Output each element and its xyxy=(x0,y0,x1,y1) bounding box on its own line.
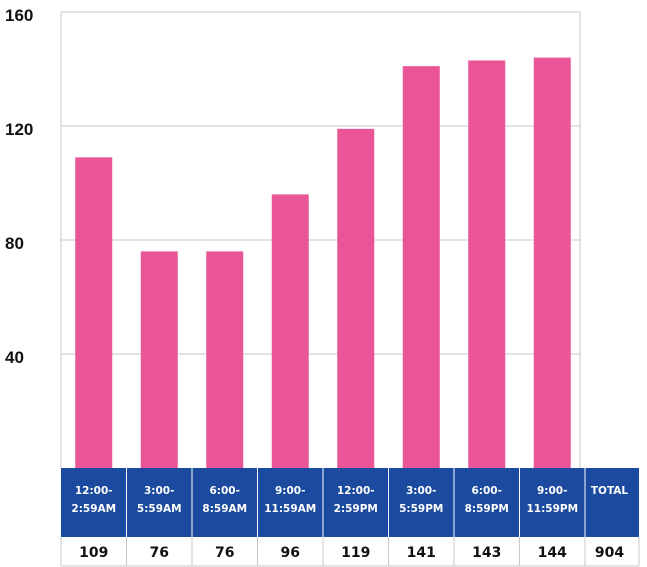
data-value-label: 144 xyxy=(538,545,567,561)
bar xyxy=(468,60,506,468)
x-category-label: 9:00- xyxy=(537,485,567,497)
total-header-label: TOTAL xyxy=(591,485,629,497)
data-value-label: 109 xyxy=(79,545,108,561)
total-value-label: 904 xyxy=(595,545,624,561)
header-band xyxy=(61,468,639,537)
bar xyxy=(271,194,309,468)
data-value-label: 96 xyxy=(281,545,300,561)
data-value-label: 143 xyxy=(472,545,501,561)
y-axis: 40 80 120 160 xyxy=(5,6,33,367)
x-category-label: 12:00- xyxy=(75,485,113,497)
bar xyxy=(337,128,375,468)
x-category-label: 9:00- xyxy=(275,485,305,497)
data-value-label: 141 xyxy=(407,545,436,561)
y-tick-label: 120 xyxy=(5,120,33,139)
x-category-label: 2:59PM xyxy=(334,503,378,515)
y-tick-label: 40 xyxy=(5,348,24,367)
x-category-label: 2:59AM xyxy=(71,503,116,515)
bar xyxy=(140,251,178,468)
bars xyxy=(75,57,571,469)
data-value-label: 76 xyxy=(215,545,234,561)
x-category-label: 5:59PM xyxy=(399,503,443,515)
x-category-label: 11:59AM xyxy=(264,503,316,515)
y-tick-label: 80 xyxy=(5,234,24,253)
x-category-label: 6:00- xyxy=(210,485,240,497)
x-category-label: 8:59AM xyxy=(202,503,247,515)
x-category-label: 11:59PM xyxy=(526,503,578,515)
x-category-label: 6:00- xyxy=(472,485,502,497)
bar xyxy=(533,57,571,468)
data-value-label: 119 xyxy=(341,545,370,561)
value-row: 109 76 76 96 119 141 143 144 904 xyxy=(60,537,640,567)
x-category-label: 5:59AM xyxy=(137,503,182,515)
bar xyxy=(206,251,244,468)
x-category-label: 8:59PM xyxy=(465,503,509,515)
x-category-label: 3:00- xyxy=(406,485,436,497)
data-value-label: 76 xyxy=(150,545,169,561)
x-category-label: 3:00- xyxy=(144,485,174,497)
bar xyxy=(75,157,113,468)
y-tick-label: 160 xyxy=(5,6,33,25)
category-header: 12:00- 2:59AM 3:00- 5:59AM 6:00- 8:59AM 9:00- 1… xyxy=(61,468,639,537)
bar xyxy=(402,66,440,469)
x-category-label: 12:00- xyxy=(337,485,375,497)
